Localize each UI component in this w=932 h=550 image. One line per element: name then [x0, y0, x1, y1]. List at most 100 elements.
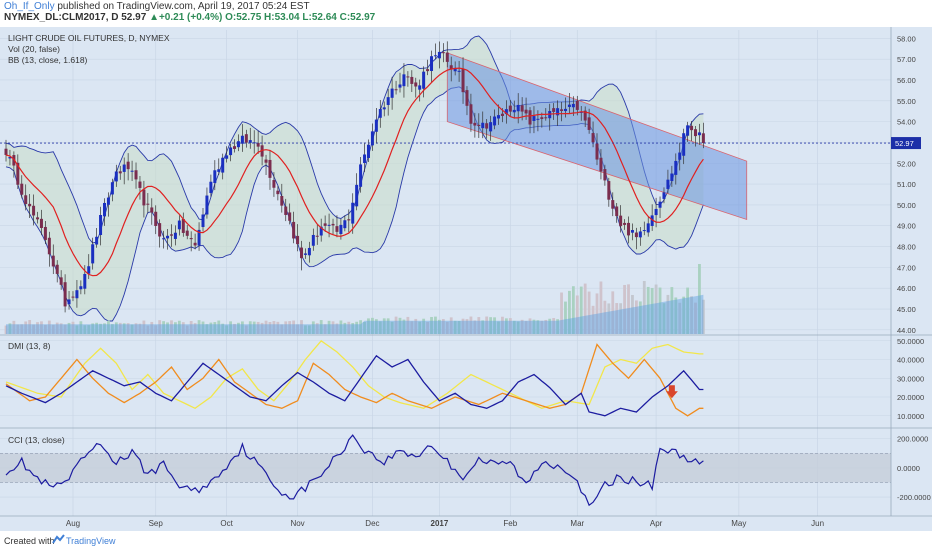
candle-body	[623, 222, 627, 225]
dmi-tick-label: 20.0000	[897, 393, 924, 402]
candle-body	[335, 226, 339, 232]
candle-body	[485, 123, 489, 129]
candle-body	[213, 170, 217, 184]
candle-body	[225, 155, 229, 159]
candle-body	[99, 215, 103, 236]
candle-body	[343, 220, 347, 229]
volume-bar	[540, 320, 544, 334]
candle-body	[177, 220, 181, 230]
volume-bar	[453, 320, 457, 334]
tradingview-brand[interactable]: TradingView	[66, 536, 116, 546]
dmi-indicator-label[interactable]: DMI (13, 8)	[8, 341, 51, 351]
candle-body	[59, 277, 63, 285]
dmi-tick-label: 30.0000	[897, 374, 924, 383]
candle-body	[477, 124, 481, 127]
volume-bars	[4, 264, 705, 334]
candle-body	[441, 52, 445, 54]
volume-bar	[99, 323, 102, 334]
volume-bar	[449, 317, 453, 334]
candle-body	[662, 192, 666, 199]
candle-body	[355, 184, 359, 207]
volume-bar	[623, 284, 626, 334]
volume-bar	[678, 302, 682, 334]
volume-indicator-label[interactable]: Vol (20, false)	[8, 44, 60, 54]
cci-tick-label: 200.0000	[897, 435, 928, 444]
symbol-name[interactable]: NYMEX_DL:CLM2017, D	[4, 12, 119, 23]
x-tick-label: Nov	[290, 519, 304, 528]
volume-bar	[162, 321, 165, 334]
volume-bar	[174, 322, 177, 334]
volume-bar	[426, 321, 429, 334]
cci-indicator-label[interactable]: CCI (13, close)	[8, 435, 65, 445]
volume-bar	[355, 321, 359, 334]
volume-bar	[520, 319, 524, 334]
volume-bar	[213, 322, 217, 334]
price-tick-label: 56.00	[897, 76, 916, 85]
x-tick-label: May	[731, 519, 746, 528]
candle-body	[540, 117, 544, 119]
dmi-tick-label: 10.0000	[897, 412, 924, 421]
volume-bar	[221, 323, 225, 334]
volume-bar	[579, 286, 583, 334]
bollinger-indicator-label[interactable]: BB (13, close, 1.618)	[8, 55, 88, 65]
candle-body	[611, 200, 615, 209]
candle-body	[493, 116, 497, 126]
candle-body	[91, 244, 95, 264]
volume-bar	[244, 325, 248, 334]
volume-bar	[323, 324, 327, 334]
volume-bar	[434, 316, 437, 334]
volume-bar	[170, 320, 173, 334]
candle-body	[422, 71, 426, 89]
candle-body	[142, 189, 146, 206]
volume-bar	[166, 322, 169, 334]
candle-body	[118, 171, 122, 174]
candle-body	[256, 142, 260, 147]
volume-bar	[591, 305, 595, 334]
author-link[interactable]: Oh_If_Only	[4, 1, 55, 12]
candle-body	[658, 201, 662, 208]
volume-bar	[694, 302, 697, 334]
candle-body	[556, 108, 560, 116]
volume-bar	[422, 318, 426, 334]
volume-bar	[457, 320, 461, 334]
candle-body	[615, 206, 619, 217]
volume-bar	[524, 321, 528, 334]
volume-bar	[615, 303, 619, 334]
candle-body	[4, 148, 8, 155]
candle-body	[280, 195, 284, 206]
volume-bar	[603, 300, 607, 334]
candle-body	[244, 134, 248, 143]
candle-body	[351, 202, 355, 224]
volume-bar	[414, 318, 418, 334]
candle-body	[162, 238, 166, 240]
dmi-tick-label: 50.0000	[897, 337, 924, 346]
candle-body	[71, 296, 75, 298]
candle-body	[339, 224, 343, 235]
volume-bar	[225, 325, 229, 334]
candle-body	[268, 159, 272, 178]
candle-body	[638, 231, 642, 238]
volume-bar	[650, 287, 654, 334]
x-tick-label: Dec	[365, 519, 379, 528]
volume-bar	[95, 322, 99, 334]
candle-body	[599, 157, 603, 172]
volume-bar	[343, 322, 347, 334]
volume-bar	[327, 320, 331, 334]
volume-bar	[229, 321, 232, 334]
volume-bar	[150, 321, 154, 334]
volume-bar	[331, 321, 335, 334]
volume-bar	[382, 318, 386, 334]
candle-body	[8, 157, 12, 159]
volume-bar	[611, 291, 615, 334]
candle-body	[307, 247, 311, 256]
candle-body	[36, 217, 40, 220]
volume-bar	[67, 322, 71, 334]
volume-bar	[24, 321, 28, 334]
volume-bar	[252, 321, 256, 334]
volume-bar	[631, 294, 634, 334]
main-pane-title[interactable]: LIGHT CRUDE OIL FUTURES, D, NYMEX	[8, 33, 170, 43]
candle-body	[122, 164, 126, 172]
volume-bar	[536, 320, 540, 334]
candle-body	[288, 212, 292, 221]
volume-bar	[552, 318, 556, 334]
